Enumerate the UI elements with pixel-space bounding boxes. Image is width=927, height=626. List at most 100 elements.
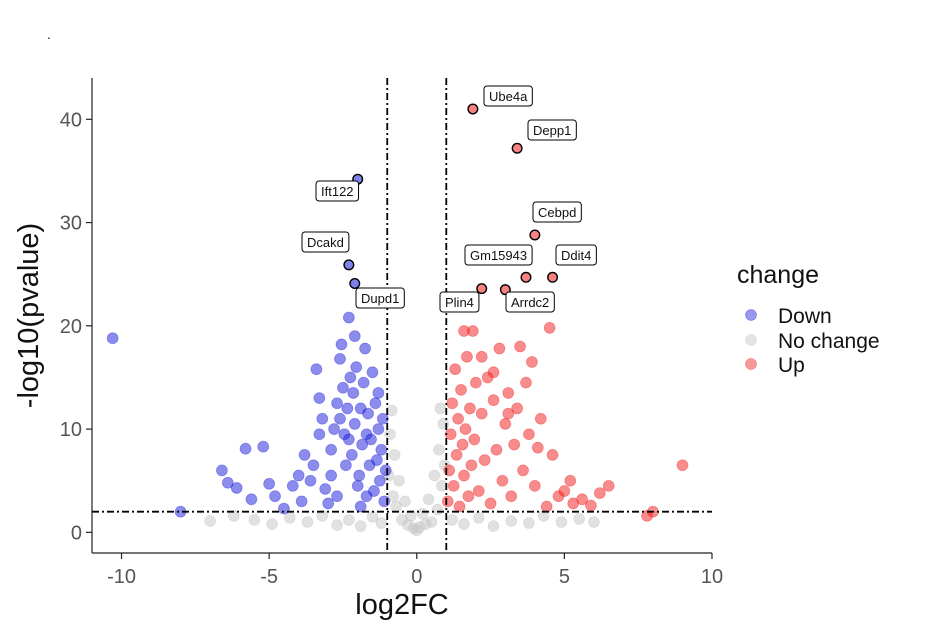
point-down	[351, 479, 364, 492]
point-no-change	[472, 511, 485, 524]
point-no-change	[316, 509, 329, 522]
axes	[91, 78, 712, 554]
point-no-change	[434, 402, 447, 415]
point-up	[593, 487, 606, 500]
point-down	[245, 493, 258, 506]
gene-label-box: Ube4a	[483, 85, 533, 107]
gene-label-box: Depp1	[527, 119, 577, 141]
point-down	[331, 490, 343, 503]
point-up	[465, 459, 478, 472]
gene-label-text: Ift122	[321, 184, 354, 199]
point-up	[441, 495, 454, 508]
point-up	[502, 407, 515, 420]
gene-label-text: Ddit4	[561, 248, 591, 263]
point-up	[505, 490, 518, 503]
point-down	[216, 464, 228, 477]
point-up	[447, 479, 460, 492]
y-tick-label: 0	[71, 522, 82, 544]
point-down	[313, 392, 326, 405]
labeled-point	[476, 283, 488, 295]
point-no-change	[428, 469, 441, 482]
gene-label-frame	[315, 180, 360, 202]
point-up	[468, 433, 481, 446]
point-up	[450, 449, 463, 461]
point-down	[316, 412, 329, 425]
point-up	[558, 485, 571, 497]
gene-label-frame	[355, 287, 405, 309]
point-down	[350, 361, 363, 374]
point-up	[499, 418, 512, 430]
labeled-point	[343, 259, 355, 271]
legend-swatch-up	[745, 358, 757, 370]
point-down	[335, 338, 348, 351]
point-no-change	[404, 509, 417, 522]
point-down	[362, 407, 374, 420]
legend-title: change	[737, 261, 819, 289]
point-up	[452, 412, 464, 425]
axis-ticks: -10 -5 0 5 10 0 10 20 30 40	[60, 109, 723, 588]
gene-label-box: Arrdc2	[505, 291, 555, 313]
point-up	[469, 376, 482, 389]
point-down	[347, 387, 360, 399]
point-no-change	[301, 516, 314, 528]
x-tick-label: 0	[411, 566, 422, 588]
point-up	[520, 376, 532, 389]
point-down	[379, 464, 392, 477]
point-up	[602, 479, 615, 492]
point-no-change	[416, 507, 429, 520]
point-up	[446, 397, 459, 410]
point-up	[487, 394, 500, 407]
y-tick-label: 40	[60, 109, 82, 131]
point-no-change	[354, 520, 367, 533]
point-down	[325, 469, 338, 482]
point-down	[348, 418, 361, 430]
point-no-change	[388, 449, 401, 461]
point-down	[230, 482, 243, 494]
point-down	[366, 366, 379, 379]
point-up	[455, 383, 467, 396]
point-up	[502, 387, 515, 399]
point-up	[461, 350, 473, 363]
gene-label-frame	[464, 244, 533, 266]
point-up	[517, 464, 529, 477]
point-up	[449, 363, 462, 376]
point-down	[269, 490, 281, 503]
point-up	[453, 500, 466, 513]
point-down	[331, 397, 343, 410]
point-no-change	[266, 518, 278, 530]
legend-label: Up	[778, 354, 805, 377]
x-tick-label: 10	[701, 566, 723, 588]
point-up	[475, 407, 488, 420]
point-down	[221, 476, 234, 489]
point-down	[239, 442, 252, 455]
point-no-change	[375, 517, 388, 529]
point-up	[496, 474, 509, 487]
point-up	[508, 438, 521, 451]
point-no-change	[248, 514, 261, 526]
legend-swatch-down	[745, 309, 757, 321]
point-down	[298, 449, 311, 461]
point-up	[514, 340, 526, 353]
point-down	[257, 440, 270, 453]
point-no-change	[588, 516, 600, 528]
point-up	[484, 497, 497, 510]
point-no-change	[433, 443, 445, 456]
x-tick-label: -5	[260, 566, 278, 588]
point-down	[359, 342, 371, 355]
point-down	[342, 433, 355, 446]
gene-label-box: Plin4	[439, 291, 480, 313]
gene-labels: Ube4a Depp1 Ift122 Cebpd Dcakd Gm15943 Ddit4 Du…	[301, 85, 597, 313]
point-up	[490, 443, 503, 456]
point-up	[487, 366, 500, 379]
gene-label-frame	[532, 201, 582, 223]
point-down	[292, 469, 305, 482]
y-tick-label: 30	[60, 213, 82, 235]
gene-label-text: Gm15943	[470, 248, 527, 263]
gene-label-frame	[301, 231, 350, 253]
point-up	[534, 412, 547, 425]
legend-label: Down	[778, 305, 832, 328]
point-no-change	[227, 509, 240, 522]
point-up	[456, 438, 469, 451]
y-tick-label: 10	[60, 419, 82, 441]
point-up	[676, 459, 689, 472]
